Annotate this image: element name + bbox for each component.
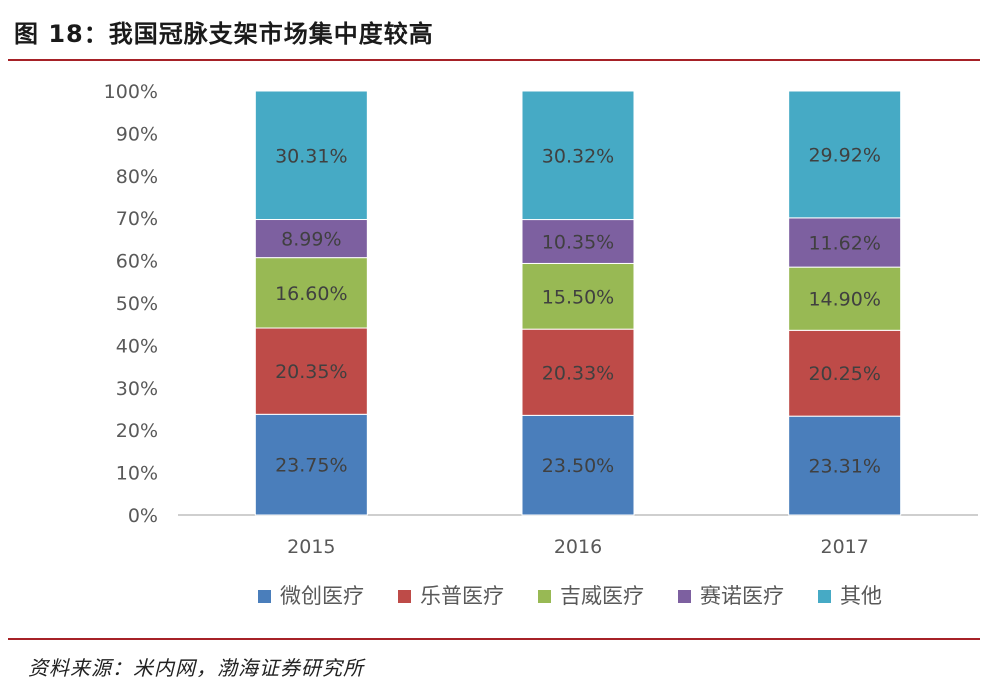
legend-label: 赛诺医疗 (700, 584, 784, 608)
legend-label: 吉威医疗 (560, 584, 644, 608)
y-tick-label: 50% (116, 293, 158, 315)
bar-segment (521, 328, 635, 416)
data-label: 10.35% (542, 231, 614, 253)
bar-segment (788, 266, 902, 331)
legend-label: 其他 (840, 584, 882, 608)
y-tick-label: 90% (116, 123, 158, 145)
data-label: 23.50% (542, 455, 614, 477)
bar-segment (254, 413, 368, 516)
top-rule (8, 59, 980, 61)
stacked-bar-chart: 0% 10% 20% 30% 40% 50% 60% 70% 80% 90% 100% 23.75% 2… (104, 81, 978, 608)
legend-swatch (538, 590, 551, 603)
data-label: 20.25% (808, 363, 880, 385)
legend-label: 微创医疗 (280, 584, 364, 608)
y-tick-label: 60% (116, 251, 158, 273)
y-tick-label: 30% (116, 378, 158, 400)
y-tick-label: 80% (116, 166, 158, 188)
bar-segment (254, 219, 368, 259)
x-tick-label: 2017 (820, 536, 868, 558)
data-label: 20.35% (275, 361, 347, 383)
data-label: 30.32% (542, 145, 614, 167)
legend-swatch (258, 590, 271, 603)
y-tick-label: 20% (116, 420, 158, 442)
chart-area: 0% 10% 20% 30% 40% 50% 60% 70% 80% 90% 100% 23.75% 2… (0, 62, 988, 632)
y-tick-label: 10% (116, 463, 158, 485)
bar-segment (788, 217, 902, 268)
data-label: 20.33% (542, 362, 614, 384)
data-label: 23.75% (275, 455, 347, 477)
x-tick-label: 2015 (287, 536, 335, 558)
y-tick-label: 40% (116, 335, 158, 357)
bar-segment (788, 90, 902, 219)
legend-label: 乐普医疗 (420, 584, 504, 608)
bar-segment (521, 219, 635, 264)
bar-segment (788, 415, 902, 516)
data-label: 29.92% (808, 144, 880, 166)
y-tick-label: 0% (128, 505, 158, 527)
legend-swatch (818, 590, 831, 603)
data-label: 15.50% (542, 286, 614, 308)
bar-segment (254, 90, 368, 221)
bar-segment (521, 414, 635, 516)
bottom-rule (8, 638, 980, 640)
bar-segment (521, 90, 635, 221)
data-label: 23.31% (808, 456, 880, 478)
bar-segment (521, 262, 635, 330)
figure-title: 图 18：我国冠脉支架市场集中度较高 (14, 20, 434, 48)
bar-segment (788, 329, 902, 417)
data-label: 14.90% (808, 289, 880, 311)
legend-swatch (678, 590, 691, 603)
data-label: 11.62% (808, 232, 880, 254)
y-tick-label: 100% (104, 81, 158, 103)
source-note: 资料来源：米内网，渤海证券研究所 (28, 656, 364, 680)
y-tick-label: 70% (116, 208, 158, 230)
legend-swatch (398, 590, 411, 603)
data-label: 16.60% (275, 283, 347, 305)
x-tick-label: 2016 (554, 536, 602, 558)
data-label: 30.31% (275, 145, 347, 167)
data-label: 8.99% (281, 229, 341, 251)
bar-segment (254, 327, 368, 415)
